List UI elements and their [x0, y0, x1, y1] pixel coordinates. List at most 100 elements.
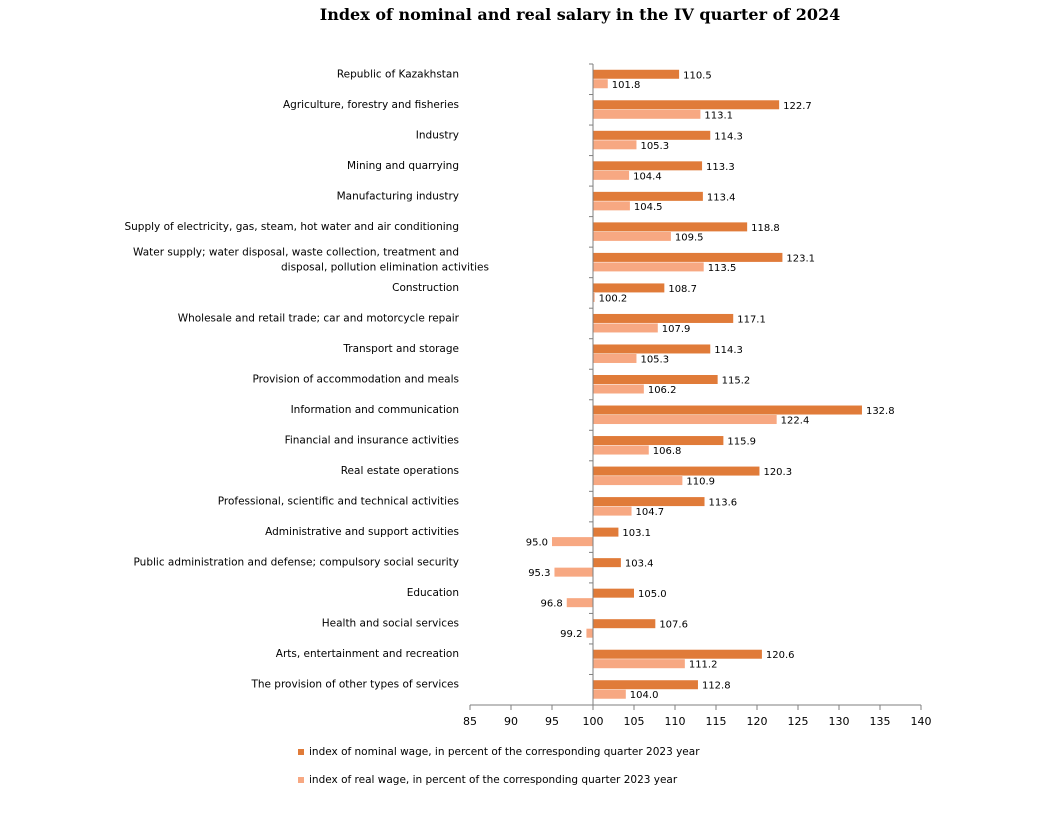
- data-label-nominal: 108.7: [668, 284, 697, 295]
- x-tick-label: 115: [706, 715, 727, 728]
- data-label-real: 104.7: [636, 507, 665, 518]
- data-label-nominal: 103.1: [622, 528, 651, 539]
- category-label: Education: [407, 587, 459, 599]
- bar-real: [593, 292, 595, 302]
- bar-real: [593, 262, 704, 272]
- category-label-line: disposal, pollution elimination activiti…: [281, 261, 489, 273]
- legend-item-nominal: index of nominal wage, in percent of the…: [298, 746, 700, 758]
- legend-label-nominal: index of nominal wage, in percent of the…: [309, 746, 700, 758]
- legend-item-real: index of real wage, in percent of the co…: [298, 774, 677, 786]
- data-label-nominal: 110.5: [683, 70, 712, 81]
- category-label: Manufacturing industry: [337, 190, 459, 202]
- bar-real: [593, 201, 630, 211]
- category-label-line: Water supply; water disposal, waste coll…: [133, 246, 459, 258]
- data-label-real: 106.2: [648, 385, 677, 396]
- bar-real: [593, 476, 683, 486]
- category-label: Public administration and defense; compu…: [134, 557, 459, 569]
- bar-nominal: [593, 130, 711, 140]
- data-label-nominal: 120.6: [766, 650, 795, 661]
- bar-nominal: [593, 191, 703, 201]
- bar-real: [586, 628, 593, 638]
- bar-real: [593, 140, 637, 150]
- bar-nominal: [593, 283, 665, 293]
- data-label-real: 113.5: [708, 263, 737, 274]
- legend-swatch-real: [298, 777, 304, 783]
- data-label-real: 104.0: [630, 690, 659, 701]
- data-label-real: 122.4: [781, 416, 810, 427]
- data-label-nominal: 118.8: [751, 223, 780, 234]
- bar-nominal: [593, 222, 748, 232]
- bar-real: [593, 170, 630, 180]
- x-tick-label: 120: [747, 715, 768, 728]
- category-label: Administrative and support activities: [265, 526, 459, 538]
- data-label-nominal: 132.8: [866, 406, 895, 417]
- category-label: Transport and storage: [342, 343, 459, 355]
- category-label: The provision of other types of services: [250, 679, 459, 691]
- data-label-nominal: 113.6: [709, 498, 738, 509]
- bar-nominal: [593, 313, 734, 323]
- data-label-nominal: 107.6: [659, 620, 688, 631]
- data-label-real: 104.4: [633, 171, 662, 182]
- bar-real: [593, 415, 777, 425]
- bar-nominal: [593, 527, 619, 537]
- bar-nominal: [593, 466, 760, 476]
- bar-nominal: [593, 69, 680, 79]
- bar-real: [593, 689, 626, 699]
- data-label-real: 95.0: [526, 538, 548, 549]
- legend-label-real: index of real wage, in percent of the co…: [309, 774, 678, 786]
- data-label-real: 107.9: [662, 324, 691, 335]
- data-label-real: 109.5: [675, 232, 704, 243]
- category-label: Supply of electricity, gas, steam, hot w…: [124, 221, 459, 233]
- bar-real: [593, 109, 701, 119]
- bar-nominal: [593, 161, 703, 171]
- data-label-real: 101.8: [612, 80, 641, 91]
- data-label-real: 95.3: [528, 568, 550, 579]
- data-label-nominal: 115.2: [722, 376, 751, 387]
- data-label-nominal: 115.9: [727, 437, 756, 448]
- category-label: Mining and quarrying: [347, 160, 459, 172]
- data-label-real: 99.2: [560, 629, 582, 640]
- category-label: Industry: [416, 129, 459, 141]
- bar-nominal: [593, 619, 656, 629]
- category-label: Financial and insurance activities: [285, 435, 459, 447]
- bar-nominal: [593, 680, 698, 690]
- data-label-real: 104.5: [634, 202, 663, 213]
- category-label: Information and communication: [291, 404, 459, 416]
- bar-real: [593, 445, 649, 455]
- bar-real: [566, 598, 593, 608]
- category-label: Construction: [392, 282, 459, 294]
- data-label-nominal: 113.4: [707, 192, 736, 203]
- bar-real: [593, 231, 671, 241]
- x-tick-label: 105: [624, 715, 645, 728]
- data-label-nominal: 120.3: [763, 467, 792, 478]
- bar-real: [593, 323, 658, 333]
- category-label: Real estate operations: [341, 465, 459, 477]
- bar-real: [593, 384, 644, 394]
- data-label-real: 105.3: [640, 141, 669, 152]
- data-label-real: 96.8: [540, 599, 562, 610]
- x-tick-label: 100: [583, 715, 604, 728]
- bar-nominal: [593, 558, 621, 568]
- data-label-nominal: 112.8: [702, 681, 731, 692]
- x-tick-label: 140: [911, 715, 932, 728]
- data-label-real: 105.3: [640, 354, 669, 365]
- x-tick-label: 110: [665, 715, 686, 728]
- bar-nominal: [593, 405, 862, 415]
- bar-nominal: [593, 588, 634, 598]
- bar-real: [552, 537, 593, 547]
- data-label-nominal: 114.3: [714, 131, 743, 142]
- data-label-nominal: 122.7: [783, 101, 812, 112]
- data-label-nominal: 117.1: [737, 314, 766, 325]
- x-tick-label: 125: [788, 715, 809, 728]
- category-label: Water supply; water disposal, waste coll…: [133, 246, 489, 273]
- data-label-real: 110.9: [686, 477, 715, 488]
- data-label-real: 113.1: [704, 110, 733, 121]
- bar-nominal: [593, 497, 705, 507]
- data-label-nominal: 114.3: [714, 345, 743, 356]
- x-tick-label: 130: [829, 715, 850, 728]
- legend-swatch-nominal: [298, 749, 304, 755]
- category-label: Agriculture, forestry and fisheries: [283, 99, 459, 111]
- bar-nominal: [593, 344, 711, 354]
- data-label-real: 106.8: [653, 446, 682, 457]
